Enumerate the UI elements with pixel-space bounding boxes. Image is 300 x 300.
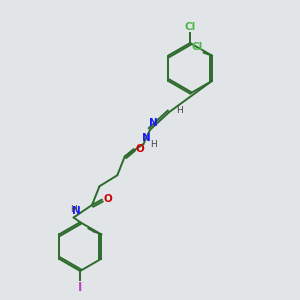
Text: H: H bbox=[176, 106, 183, 115]
Text: Cl: Cl bbox=[191, 42, 202, 52]
Text: N: N bbox=[142, 133, 151, 143]
Text: N: N bbox=[148, 118, 157, 128]
Text: H: H bbox=[70, 205, 76, 214]
Text: H: H bbox=[150, 140, 157, 149]
Text: O: O bbox=[135, 143, 144, 154]
Text: O: O bbox=[103, 194, 112, 204]
Text: N: N bbox=[72, 206, 80, 216]
Text: I: I bbox=[78, 281, 82, 294]
Text: Cl: Cl bbox=[184, 22, 196, 32]
